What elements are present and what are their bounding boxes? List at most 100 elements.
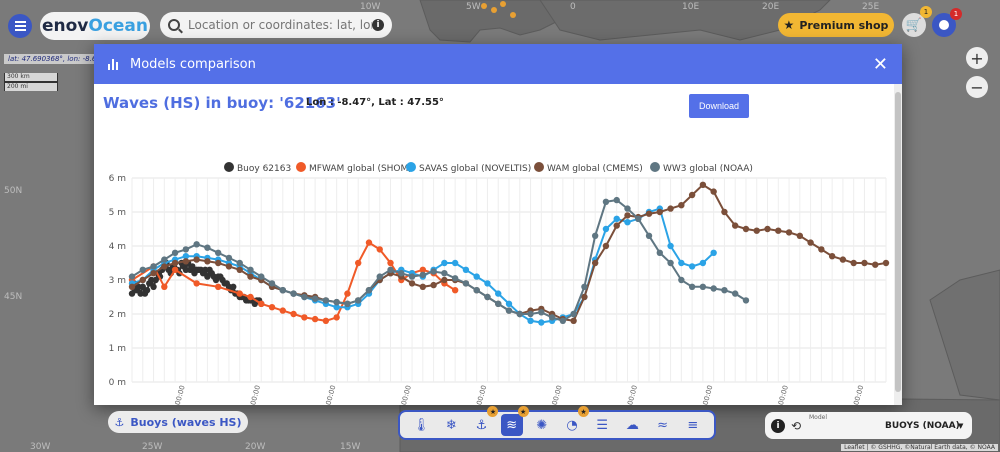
premium-shop-button[interactable]: ★ Premium shop (778, 13, 894, 37)
cart-icon: 🛒 (905, 17, 923, 33)
data-point (408, 273, 416, 280)
data-point (645, 210, 653, 217)
data-point (161, 283, 168, 290)
data-point (495, 300, 502, 307)
dialog-title: Models comparison (130, 56, 256, 72)
data-point (850, 259, 857, 267)
data-point (559, 317, 567, 324)
data-point (171, 259, 179, 267)
data-point (818, 246, 825, 253)
data-point (462, 266, 470, 273)
scale-km: 300 km (4, 73, 58, 82)
lon-label: 30W (30, 442, 51, 452)
y-tick-label: 0 m (109, 378, 126, 388)
premium-badge: ★ (578, 406, 590, 417)
data-point (451, 259, 459, 267)
app-logo[interactable]: enov Ocean (40, 12, 150, 40)
search-icon (168, 19, 180, 31)
wind-icon[interactable]: ≈ (657, 417, 669, 433)
data-point (171, 266, 179, 273)
info-icon[interactable]: i (372, 19, 384, 31)
x-tick-label: 21-01-22 00:00 (768, 384, 790, 405)
x-tick-label: 21-01-19 00:00 (542, 384, 564, 405)
models-comparison-dialog: Models comparison ✕ Waves (HS) in buoy: … (94, 44, 902, 405)
model-value: BUOYS (NOAA) (885, 421, 960, 431)
y-tick-label: 2 m (109, 310, 126, 320)
data-point (861, 259, 868, 267)
data-point (189, 263, 196, 270)
data-point (139, 266, 146, 273)
scrollbar-thumb[interactable] (895, 92, 901, 392)
data-point (387, 266, 394, 273)
zoom-in-button[interactable]: + (966, 47, 988, 69)
close-icon[interactable]: ✕ (872, 53, 888, 75)
dialog-scrollbar[interactable] (894, 84, 902, 405)
chart-subtitle: Lon : -8.47°, Lat : 47.55° (306, 97, 444, 108)
legend-label: MFWAM global (SHOM) (309, 164, 412, 174)
data-point (581, 293, 588, 301)
temperature-icon[interactable]: 🌡 (412, 417, 430, 433)
data-point (699, 283, 707, 290)
data-point (570, 317, 577, 324)
lon-label: 25W (142, 442, 163, 452)
data-point (441, 259, 448, 267)
dialog-header: Models comparison ✕ (94, 44, 902, 84)
data-point (193, 280, 200, 287)
chevron-down-icon: ▼ (958, 422, 964, 430)
legend-marker (534, 162, 544, 172)
data-point (236, 259, 243, 267)
data-point (678, 276, 685, 284)
data-point (775, 227, 782, 234)
buoys-waves-button[interactable]: ⚓ Buoys (waves HS) (108, 411, 248, 433)
premium-badge: ★ (517, 406, 529, 417)
sun-icon[interactable]: ✺ (536, 417, 548, 433)
data-point (451, 287, 459, 294)
data-point (290, 290, 297, 297)
lon-label: 25E (862, 2, 880, 12)
data-point (602, 225, 610, 233)
data-point (301, 314, 308, 321)
x-tick-label: 21-01-17 00:00 (391, 384, 413, 405)
data-point (527, 310, 534, 318)
history-icon[interactable]: ⟲ (791, 418, 802, 433)
legend-marker (406, 162, 416, 172)
model-selector[interactable]: i ⟲ Model BUOYS (NOAA) ▼ (765, 412, 972, 439)
data-point (365, 287, 373, 294)
menu-button[interactable] (8, 14, 32, 38)
data-point (721, 287, 728, 294)
data-point (161, 256, 168, 263)
data-point (732, 290, 739, 297)
data-point (678, 259, 685, 267)
info-icon[interactable]: i (771, 418, 785, 433)
data-point (613, 222, 620, 229)
legend-label: WAM global (CMEMS) (547, 164, 643, 174)
data-point (882, 259, 890, 267)
cloud-icon[interactable]: ☁ (625, 417, 639, 433)
data-point (667, 242, 674, 250)
y-tick-label: 4 m (109, 242, 126, 252)
buoy-icon[interactable]: ⚓ ★ (470, 406, 499, 436)
premium-label: Premium shop (799, 18, 889, 32)
data-point (193, 256, 200, 263)
data-point (322, 297, 330, 304)
data-point (128, 273, 136, 280)
data-point (150, 270, 157, 277)
lon-label: 20E (762, 2, 780, 12)
lines-icon[interactable]: ☰ (596, 417, 609, 433)
search-input[interactable] (188, 18, 372, 32)
data-point (247, 273, 254, 280)
waves-buoy-icon[interactable]: ≋ ★ (500, 406, 529, 436)
data-point (430, 281, 437, 289)
data-point (538, 309, 545, 316)
download-button[interactable]: Download (689, 94, 749, 118)
logo-text: enov (41, 16, 89, 36)
snowflake-icon[interactable]: ❄ (445, 417, 457, 433)
data-point (171, 249, 179, 256)
list-icon[interactable]: ≡ (687, 417, 699, 433)
zoom-out-button[interactable]: − (966, 76, 988, 98)
data-point (214, 259, 222, 267)
x-tick-label: 21-01-18 00:00 (467, 384, 489, 405)
legend-label: WW3 global (NOAA) (663, 164, 753, 174)
data-point (484, 293, 491, 301)
wave-icon[interactable]: ◔ ★ (561, 406, 590, 436)
